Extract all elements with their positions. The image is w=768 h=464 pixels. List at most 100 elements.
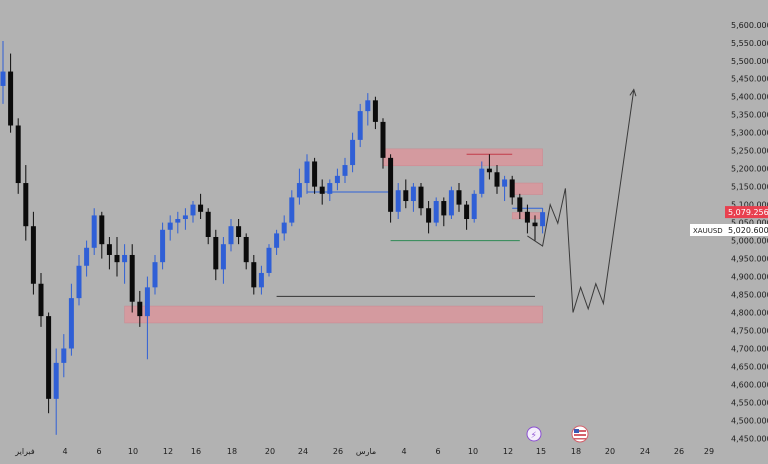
time-tick-label: 4: [62, 447, 67, 456]
price-tick-label: 4,500.000: [731, 416, 768, 425]
candle-body: [502, 179, 508, 187]
candle-body: [84, 247, 90, 266]
candle-body: [372, 100, 378, 122]
candle-body: [410, 186, 416, 202]
candle-body: [471, 193, 477, 220]
price-tick-label: 5,500.000: [731, 57, 768, 66]
candle-body: [190, 204, 196, 216]
candle-body: [289, 197, 295, 223]
price-tick-label: 5,100.000: [731, 201, 768, 210]
event-us-flag[interactable]: [571, 425, 589, 443]
candle-body: [380, 121, 386, 158]
candle-body: [403, 190, 409, 202]
price-tick-label: 4,550.000: [731, 398, 768, 407]
candle-body: [532, 222, 538, 227]
candle-body: [160, 229, 166, 263]
candle-body: [213, 236, 219, 270]
svg-text:XAUUSD: XAUUSD: [693, 227, 723, 235]
candle-body: [517, 197, 523, 212]
time-tick-label: 12: [163, 447, 173, 456]
candle-body: [388, 157, 394, 212]
candle-body: [0, 71, 6, 86]
candle-body: [46, 316, 52, 399]
candle-body: [441, 201, 447, 216]
candlestick-series: [0, 40, 546, 435]
time-axis[interactable]: فبراير 4 6 10 12 16 18 20 24 26 مارس 4 6 10 12 15 18 20 24…: [14, 447, 714, 456]
candle-body: [426, 208, 432, 223]
candle-body: [228, 226, 234, 245]
candle-body: [61, 348, 67, 363]
price-tick-label: 4,900.000: [731, 273, 768, 282]
candle-body: [236, 226, 242, 237]
candle-body: [433, 201, 439, 223]
candle-body: [220, 244, 226, 270]
time-tick-label: مارس: [356, 447, 376, 456]
price-tick-label: 5,550.000: [731, 39, 768, 48]
candle-body: [144, 287, 150, 317]
price-tick-label: 4,450.000: [731, 434, 768, 443]
price-tick-label: 5,200.000: [731, 165, 768, 174]
price-zone: [124, 305, 543, 324]
event-lightning-icon[interactable]: ⚡: [526, 426, 542, 442]
candle-body: [182, 215, 188, 220]
candle-body: [448, 190, 454, 216]
time-tick-label: 26: [333, 447, 343, 456]
candle-body: [365, 100, 371, 112]
time-tick-label: 24: [640, 447, 650, 456]
candle-body: [243, 236, 249, 263]
price-tick-label: 5,350.000: [731, 111, 768, 120]
price-zone: [382, 148, 543, 167]
candle-body: [8, 71, 14, 126]
svg-text:5,020.600: 5,020.600: [728, 226, 768, 235]
candle-body: [114, 254, 120, 263]
candle-body: [509, 179, 515, 198]
candle-body: [167, 222, 173, 230]
price-tick-label: 5,250.000: [731, 147, 768, 156]
price-axis[interactable]: 5,600.000 5,550.000 5,500.000 5,450.000 5,40…: [731, 21, 768, 444]
candle-body: [251, 262, 257, 288]
time-tick-label: 4: [401, 447, 406, 456]
lightning-icon: ⚡: [531, 431, 537, 441]
marker-price-label: XAUUSD 5,020.600: [690, 224, 768, 236]
price-tick-label: 4,850.000: [731, 291, 768, 300]
candle-body: [76, 265, 82, 299]
candle-body: [91, 215, 97, 248]
time-tick-label: 15: [536, 447, 546, 456]
candle-body: [524, 211, 530, 223]
candle-body: [464, 204, 470, 220]
candle-body: [152, 262, 158, 288]
price-tick-label: 4,600.000: [731, 380, 768, 389]
time-tick-label: 6: [435, 447, 440, 456]
projection-path: [527, 88, 637, 313]
projection-arrowhead: [629, 88, 637, 97]
supply-demand-zones: [124, 148, 543, 324]
candle-body: [312, 161, 318, 187]
candle-body: [99, 215, 105, 245]
candle-body: [418, 186, 424, 209]
svg-text:5,079.256: 5,079.256: [728, 208, 768, 217]
price-tick-label: 4,950.000: [731, 255, 768, 264]
candle-body: [350, 139, 356, 166]
candle-body: [129, 254, 135, 302]
candle-body: [137, 301, 143, 317]
candle-body: [198, 204, 204, 212]
candle-body: [38, 283, 44, 317]
candle-body: [23, 183, 29, 227]
candle-body: [15, 125, 21, 184]
candle-body: [296, 183, 302, 198]
current-price-badge: 5,079.256: [725, 206, 768, 219]
candle-body: [30, 226, 36, 284]
candle-body: [205, 211, 211, 237]
price-tick-label: 5,150.000: [731, 183, 768, 192]
time-tick-label: 20: [605, 447, 615, 456]
candle-body: [53, 362, 59, 399]
time-tick-label: 18: [227, 447, 237, 456]
time-tick-label: 26: [674, 447, 684, 456]
candle-body: [266, 247, 272, 273]
price-tick-label: 4,800.000: [731, 309, 768, 318]
candle-body: [456, 190, 462, 205]
price-tick-label: 5,450.000: [731, 75, 768, 84]
